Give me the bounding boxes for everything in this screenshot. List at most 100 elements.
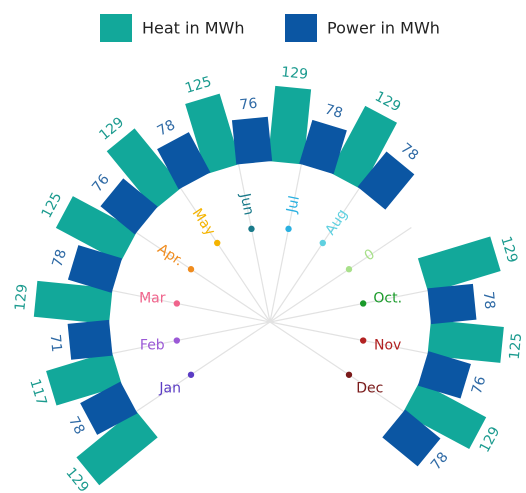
legend-swatch [285,14,317,42]
month-dot [248,225,255,233]
value-label: 78 [480,291,498,310]
month-label: Jun [236,191,256,217]
bar [80,381,138,435]
spoke [269,180,365,323]
month-label: Aug [322,206,350,238]
bar [55,196,138,263]
month-dot [187,266,195,273]
month-label: 0 [362,246,378,264]
month-label: Nov [374,337,401,353]
spoke [269,321,437,356]
bar-group [46,351,123,406]
bar-group [382,409,441,467]
bar [329,105,398,190]
bar-group [357,151,415,210]
month-dot [187,371,195,378]
bar-group [402,381,487,450]
spoke [103,321,271,356]
bar-group [417,236,501,293]
bar [427,319,504,363]
bar [417,236,501,293]
spoke [128,227,271,323]
bar [67,245,123,293]
spoke [236,155,271,323]
value-label: 125 [507,332,526,360]
bar-group [185,93,241,175]
value-label: 76 [239,96,258,114]
bar-group [427,283,477,325]
value-label: 78 [323,102,345,122]
spoke [269,227,412,323]
month-dot [173,300,181,307]
value-label: 129 [497,235,520,265]
month-label: Oct. [373,291,402,307]
bar [402,381,487,450]
bar [267,85,312,165]
spoke [103,288,271,323]
month-label: Feb [140,337,165,353]
month-label: Dec [356,381,383,397]
month-dot [173,337,181,344]
bar-group [427,319,504,363]
bar [403,231,420,263]
bar [231,116,273,165]
value-label: 78 [50,247,70,269]
value-label: 125 [183,74,213,97]
bar [67,319,113,360]
month-dot [359,300,367,307]
value-label: 129 [12,283,31,311]
month-label: Jul [284,194,303,215]
value-label: 78 [397,140,421,164]
bar-group [67,245,123,293]
month-dot [345,371,353,378]
bar [106,128,183,210]
spoke [269,288,437,323]
legend-swatch [100,14,132,42]
legend-label: Power in MWh [327,19,440,38]
bar [299,119,347,175]
spoke [269,321,412,417]
bar [382,409,441,467]
bar [185,93,241,175]
value-label: 71 [47,334,65,353]
bar-group [33,280,113,325]
month-label: Apr. [154,241,186,270]
value-label: 78 [65,414,88,437]
bar [357,151,415,210]
value-label: 129 [477,424,504,455]
month-dot [214,239,221,247]
spoke [175,180,271,323]
bar-group [329,105,398,190]
month-label: Jan [158,381,181,397]
spoke [128,321,271,417]
month-dot [359,337,367,344]
bar-group [55,196,138,263]
month-dot [285,225,292,233]
bar-group [76,409,158,486]
bar-group [67,319,113,360]
value-label: 129 [372,89,403,116]
month-dot [319,239,326,247]
value-label: 117 [26,377,49,407]
bar [100,178,158,235]
bar [417,351,471,399]
spoke [269,155,304,323]
bar-group [100,178,158,235]
value-label: 125 [39,190,66,221]
bar [76,409,158,486]
bar-group [80,381,138,435]
bar-group [106,128,183,210]
value-label: 76 [469,374,490,396]
value-label: 78 [428,449,452,473]
month-label: Mar [139,291,166,307]
value-label: 76 [89,171,113,195]
month-dot [345,266,353,273]
month-label: May [189,206,218,239]
bar-group [231,116,273,165]
bar-group [267,85,312,165]
bar-group [417,351,471,399]
legend-label: Heat in MWh [142,19,244,38]
bar [157,132,211,190]
bar [33,280,113,325]
bar-group [299,119,347,175]
